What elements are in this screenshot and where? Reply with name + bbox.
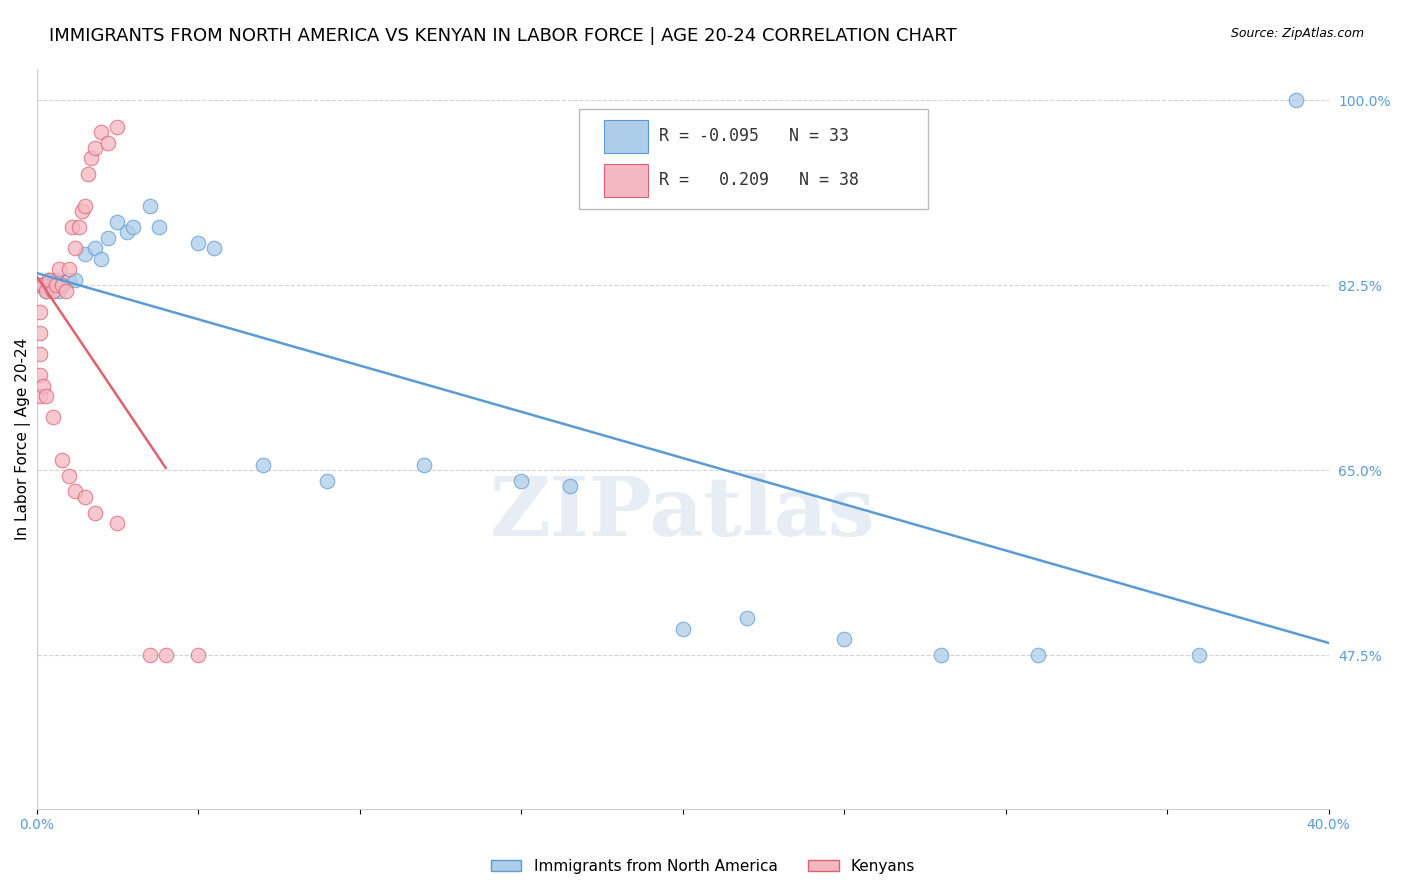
Point: [28, 368, 51, 383]
FancyBboxPatch shape: [603, 164, 648, 196]
Point: [105, 516, 128, 531]
Point: [28, 347, 51, 361]
Point: [105, 215, 128, 229]
Point: [58, 468, 80, 483]
Point: [929, 648, 952, 663]
Legend: Immigrants from North America, Kenyans: Immigrants from North America, Kenyans: [485, 853, 921, 880]
Point: [58, 273, 80, 287]
Point: [67, 220, 90, 235]
Point: [28, 304, 51, 318]
Point: [32, 278, 55, 293]
Text: R = -0.095   N = 33: R = -0.095 N = 33: [659, 128, 849, 145]
Point: [28, 389, 51, 403]
Text: ZIPatlas: ZIPatlas: [489, 473, 876, 553]
Point: [187, 648, 209, 663]
Point: [252, 458, 274, 472]
Point: [58, 262, 80, 277]
Point: [148, 220, 170, 235]
Point: [51, 278, 73, 293]
Point: [38, 273, 60, 287]
Y-axis label: In Labor Force | Age 20-24: In Labor Force | Age 20-24: [15, 337, 31, 540]
Point: [90, 125, 112, 139]
Point: [83, 241, 105, 255]
Point: [155, 648, 177, 663]
Point: [735, 611, 758, 625]
Point: [65, 484, 87, 499]
Point: [45, 278, 67, 293]
Point: [41, 410, 63, 425]
Point: [115, 226, 138, 240]
Point: [35, 389, 58, 403]
Point: [97, 136, 120, 150]
Point: [105, 120, 128, 134]
Point: [202, 241, 225, 255]
Point: [671, 622, 693, 636]
Point: [41, 284, 63, 298]
Point: [65, 241, 87, 255]
Point: [97, 230, 120, 244]
Point: [1026, 648, 1049, 663]
Point: [316, 474, 339, 488]
Point: [138, 199, 160, 213]
Point: [1188, 648, 1211, 663]
Point: [55, 284, 77, 298]
Point: [413, 458, 436, 472]
Text: Source: ZipAtlas.com: Source: ZipAtlas.com: [1230, 27, 1364, 40]
Text: IMMIGRANTS FROM NORTH AMERICA VS KENYAN IN LABOR FORCE | AGE 20-24 CORRELATION C: IMMIGRANTS FROM NORTH AMERICA VS KENYAN …: [49, 27, 957, 45]
Point: [65, 273, 87, 287]
Point: [45, 273, 67, 287]
Point: [51, 452, 73, 467]
Point: [32, 378, 55, 392]
FancyBboxPatch shape: [603, 120, 648, 153]
Point: [48, 284, 70, 298]
Point: [60, 220, 83, 235]
Text: R =   0.209   N = 38: R = 0.209 N = 38: [659, 171, 859, 189]
Point: [35, 284, 58, 298]
Point: [38, 273, 60, 287]
Point: [48, 262, 70, 277]
Point: [80, 152, 103, 166]
Point: [83, 506, 105, 520]
Point: [510, 474, 533, 488]
Point: [28, 326, 51, 340]
Point: [28, 278, 51, 293]
Point: [41, 284, 63, 298]
Point: [51, 278, 73, 293]
Point: [77, 167, 100, 181]
Point: [32, 278, 55, 293]
Point: [73, 246, 96, 260]
Point: [28, 278, 51, 293]
Point: [90, 252, 112, 266]
Point: [832, 632, 855, 647]
Point: [558, 479, 581, 493]
Point: [70, 204, 93, 219]
FancyBboxPatch shape: [579, 109, 928, 209]
Point: [1285, 93, 1308, 107]
Point: [187, 235, 209, 250]
Point: [122, 220, 145, 235]
Point: [138, 648, 160, 663]
Point: [83, 141, 105, 155]
Point: [73, 199, 96, 213]
Point: [35, 284, 58, 298]
Point: [73, 490, 96, 504]
